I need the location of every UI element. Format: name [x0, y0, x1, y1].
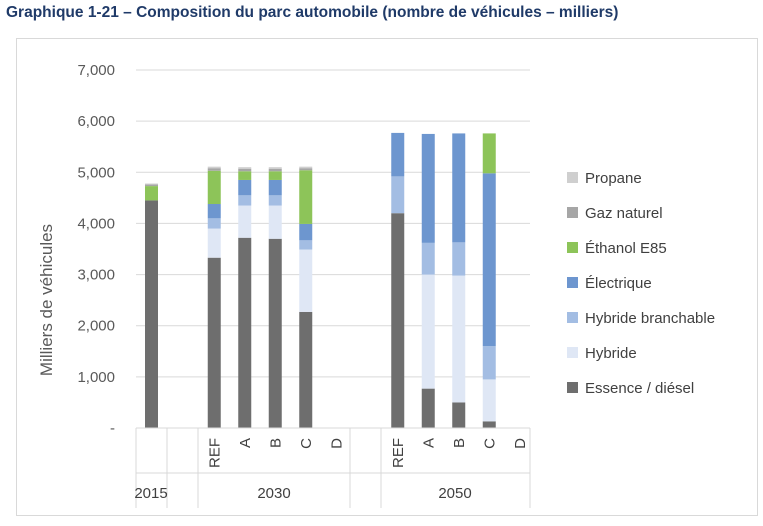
- legend-entry: Gaz naturel: [585, 205, 663, 222]
- bar-segment: [482, 421, 496, 428]
- bar-segment: [391, 213, 405, 428]
- bar-segment: [268, 168, 282, 172]
- bar-segment: [299, 311, 313, 428]
- legend-swatch: [567, 382, 578, 393]
- bar-segment: [238, 237, 252, 428]
- x-tick-label: C: [481, 438, 498, 449]
- bar-segment: [268, 205, 282, 239]
- x-axis: REF A B C D REF A B C D 2015 2030 2050: [134, 427, 531, 508]
- bar-segment: [268, 238, 282, 428]
- y-axis-label: Milliers de véhicules: [37, 224, 56, 376]
- bar-segment: [452, 133, 466, 243]
- bar-segment: [391, 132, 405, 177]
- x-tick-label: REF: [206, 438, 223, 468]
- bar-segment: [207, 168, 221, 171]
- legend-entry: Éthanol E85: [585, 240, 667, 257]
- y-tick-label: 7,000: [77, 62, 115, 79]
- legend-entry: Électrique: [585, 275, 652, 292]
- bar-segment: [482, 346, 496, 380]
- y-tick-label: 5,000: [77, 164, 115, 181]
- bar-segment: [207, 166, 221, 169]
- x-tick-label: C: [298, 438, 315, 449]
- x-group-label: 2015: [134, 485, 167, 502]
- bar-segment: [299, 249, 313, 312]
- x-tick-label: REF: [390, 438, 407, 468]
- y-tick-label: -: [110, 420, 115, 437]
- bar-segment: [268, 179, 282, 196]
- bar-segment: [145, 184, 158, 187]
- bar-segment: [268, 195, 282, 206]
- bar-segment: [482, 173, 496, 347]
- legend-entry: Essence / diésel: [585, 380, 694, 397]
- gridlines: [136, 69, 530, 429]
- bar-segment: [391, 176, 405, 214]
- y-tick-label: 2,000: [77, 318, 115, 335]
- bar-segment: [421, 274, 435, 389]
- bar-segment: [207, 218, 221, 229]
- y-tick-label: 3,000: [77, 267, 115, 284]
- bar-segment: [207, 170, 221, 204]
- y-tick-label: 1,000: [77, 369, 115, 386]
- chart-title: Graphique 1-21 – Composition du parc aut…: [6, 4, 619, 21]
- x-group-label: 2050: [438, 485, 471, 502]
- x-tick-label: B: [451, 438, 468, 448]
- bar-segment: [207, 257, 221, 428]
- legend-entry: Hybride: [585, 345, 637, 362]
- bar-segment: [238, 168, 252, 172]
- bar-segment: [452, 402, 466, 428]
- bar-segment: [421, 388, 435, 428]
- bar-segment: [421, 133, 435, 243]
- bar-segment: [482, 133, 496, 174]
- bar-segment: [299, 170, 313, 224]
- legend-swatch: [567, 277, 578, 288]
- bar-segment: [299, 223, 313, 241]
- x-tick-label: A: [237, 438, 254, 448]
- bar-segment: [238, 167, 252, 169]
- x-tick-label: D: [328, 438, 345, 449]
- bar-segment: [145, 186, 158, 201]
- x-tick-label: D: [512, 438, 529, 449]
- bar-segment: [452, 275, 466, 403]
- y-tick-label: 4,000: [77, 215, 115, 232]
- bar-segment: [452, 242, 466, 276]
- legend-swatch: [567, 172, 578, 183]
- y-tick-label: 6,000: [77, 113, 115, 130]
- bar-segment: [207, 228, 221, 258]
- bar-segment: [268, 171, 282, 180]
- bar-segment: [299, 166, 313, 169]
- bar-segment: [421, 242, 435, 275]
- bar-segment: [238, 179, 252, 196]
- legend-swatch: [567, 312, 578, 323]
- legend-swatch: [567, 242, 578, 253]
- legend: Propane Gaz naturel Éthanol E85 Électrique H…: [567, 170, 715, 397]
- bar-segment: [299, 240, 313, 250]
- bar-segment: [238, 171, 252, 180]
- legend-swatch: [567, 207, 578, 218]
- bar-segment: [207, 203, 221, 219]
- legend-entry: Hybride branchable: [585, 310, 715, 327]
- legend-entry: Propane: [585, 170, 642, 187]
- bar-segment: [238, 195, 252, 206]
- x-group-label: 2030: [257, 485, 290, 502]
- x-tick-label: B: [267, 438, 284, 448]
- legend-swatch: [567, 347, 578, 358]
- bar-segment: [299, 168, 313, 171]
- chart-frame: [16, 38, 758, 516]
- bar-segment: [482, 379, 496, 422]
- bar-segment: [145, 183, 158, 185]
- bar-segment: [145, 200, 158, 428]
- bars: [145, 132, 496, 428]
- y-axis-ticks: - 1,000 2,000 3,000 4,000 5,000 6,000 7,000: [77, 62, 115, 437]
- bar-segment: [238, 205, 252, 238]
- bar-segment: [268, 167, 282, 169]
- x-tick-label: A: [420, 438, 437, 448]
